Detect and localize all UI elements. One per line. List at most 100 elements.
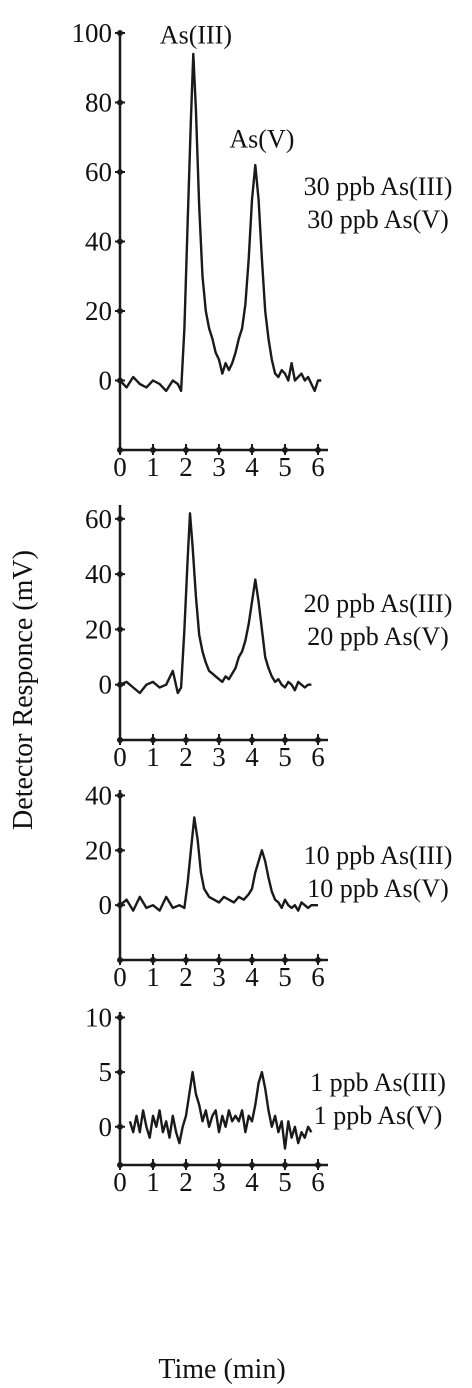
panel-1-x-tick-label: 3 [212,452,226,482]
panel-4-y-tick-label: 10 [85,1002,112,1032]
panel-4-y-tick-dot [117,1069,123,1076]
panel-4-x-tick-label: 6 [311,1167,325,1197]
panel-3-x-tick-dot [216,957,222,963]
panel-3-y-tick-label: 40 [85,780,112,810]
panel-1-x-tick-label: 2 [179,452,193,482]
panel-3-y-tick-label: 20 [85,835,112,865]
panel-2-x-tick-label: 0 [113,742,127,772]
panel-4-x-tick-label: 1 [146,1167,160,1197]
panel-2-x-tick-dot [216,737,222,743]
panel-2-x-tick-dot [249,737,255,743]
panel-1-x-tick-dot [183,447,189,453]
panel-4-y-tick-dot [117,1123,123,1130]
panel-2-x-tick-dot [282,737,288,743]
panel-4-x-tick-label: 0 [113,1167,127,1197]
panel-2-x-tick-dot [117,737,123,743]
panel-3-x-tick-label: 5 [278,962,292,992]
panel-3-x-tick-label: 1 [146,962,160,992]
panel-1-x-tick-dot [282,447,288,453]
panel-2-y-tick-dot [117,571,123,578]
panel-1-x-tick-label: 1 [146,452,160,482]
panel-2-y-tick-dot [117,515,123,522]
panel-4-x-tick-label: 4 [245,1167,259,1197]
panel-4-y-tick-label: 5 [99,1057,113,1087]
panel-3-x-tick-dot [282,957,288,963]
panel-4-y-tick-dot [117,1014,123,1021]
panel-4-legend-label: 1 ppb As(V) [314,1101,443,1130]
panel-4-x-tick-dot [117,1162,123,1168]
panel-2-x-tick-label: 1 [146,742,160,772]
y-axis-label: Detector Responce (mV) [8,550,39,830]
panel-3-x-tick-dot [150,957,156,963]
panel-2-y-tick-dot [117,626,123,633]
panel-3-x-tick-label: 4 [245,962,259,992]
panel-3-x-tick-dot [183,957,189,963]
panel-3-y-tick-dot [117,847,123,854]
panel-1-chromatogram-line [119,52,322,393]
panel-2-y-tick-label: 20 [85,614,112,644]
panel-4-x-tick-dot [183,1162,189,1168]
panel-4-x-tick-label: 3 [212,1167,226,1197]
panel-3-legend-label: 10 ppb As(V) [307,874,449,903]
panel-1-y-tick-label: 80 [85,88,112,118]
panel-1-y-tick-label: 0 [99,366,113,396]
panel-1-x-tick-dot [117,447,123,453]
panel-3-legend-label: 10 ppb As(III) [304,841,453,870]
panel-2-x-tick-dot [150,737,156,743]
panel-1-x-tick-label: 4 [245,452,259,482]
panel-2-y-tick-label: 60 [85,504,112,534]
panel-4-x-tick-dot [282,1162,288,1168]
peak-annotation: As(V) [229,125,294,154]
panel-1-legend-label: 30 ppb As(V) [307,205,449,234]
panel-3-x-tick-dot [249,957,255,963]
panel-2-y-tick-label: 40 [85,559,112,589]
panel-2-legend-label: 20 ppb As(V) [307,622,449,651]
panel-1-x-tick-dot [216,447,222,453]
panel-2-x-tick-label: 6 [311,742,325,772]
panel-1-x-tick-dot [249,447,255,453]
panel-2-y-tick-label: 0 [99,670,113,700]
panel-1-x-tick-label: 5 [278,452,292,482]
panel-4-legend-label: 1 ppb As(III) [310,1068,446,1097]
panel-3-x-tick-label: 0 [113,962,127,992]
panel-1-y-tick-label: 100 [72,18,113,48]
panel-3-x-tick-label: 2 [179,962,193,992]
panel-1-x-tick-label: 6 [311,452,325,482]
panel-1-legend-label: 30 ppb As(III) [304,172,453,201]
panel-4-chromatogram-line [128,1070,313,1150]
panel-2-x-tick-dot [315,737,321,743]
panel-1-y-tick-dot [117,30,123,36]
panel-3-y-tick-dot [117,792,123,799]
panel-3-x-tick-label: 3 [212,962,226,992]
panel-4-x-tick-dot [249,1162,255,1168]
panel-2-x-tick-label: 2 [179,742,193,772]
panel-1-y-tick-dot [117,238,123,245]
panel-1-x-tick-dot [315,447,321,453]
panel-1-y-tick-dot [117,99,123,106]
panel-4-x-tick-dot [315,1162,321,1168]
panel-1-y-tick-label: 60 [85,157,112,187]
panel-1-x-tick-dot [150,447,156,453]
panel-1-y-tick-label: 20 [85,296,112,326]
panel-2-chromatogram-line [119,512,312,695]
panel-3-chromatogram-line [119,816,318,912]
panel-3-y-tick-label: 0 [99,890,113,920]
peak-annotation: As(III) [160,20,232,49]
panel-2-x-tick-label: 4 [245,742,259,772]
panel-1-x-tick-label: 0 [113,452,127,482]
panel-4-y-tick-label: 0 [99,1112,113,1142]
panel-4-x-tick-dot [216,1162,222,1168]
panel-2-x-tick-label: 5 [278,742,292,772]
panel-2-x-tick-dot [183,737,189,743]
panel-4-x-tick-dot [150,1162,156,1168]
panel-4-x-tick-label: 2 [179,1167,193,1197]
panel-3-x-tick-dot [315,957,321,963]
panel-3-x-tick-label: 6 [311,962,325,992]
x-axis-label: Time (min) [158,1354,285,1385]
panel-2-x-tick-label: 3 [212,742,226,772]
panel-4-x-tick-label: 5 [278,1167,292,1197]
panel-3-x-tick-dot [117,957,123,963]
panel-1-y-tick-dot [117,169,123,175]
panel-1-y-tick-label: 40 [85,227,112,257]
